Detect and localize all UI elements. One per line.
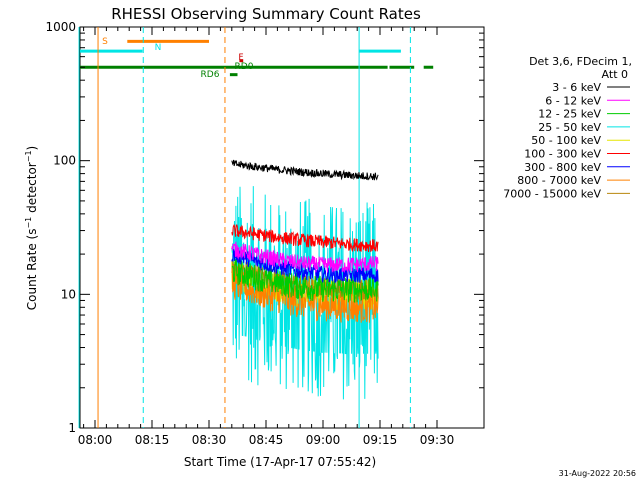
y-tick-label-10: 10 [61,287,76,301]
y-axis-label: Count Rate (s−1 detector−1) [24,146,39,310]
legend-label: 100 - 300 keV [524,148,601,161]
series-line-100-300kev [231,223,379,253]
x-tick-label-0830: 08:30 [192,433,227,447]
legend-header-line1: Det 3,6, FDecim 1, [529,55,632,68]
legend-label: 7000 - 15000 keV [503,187,601,200]
flag-label-rd6: RD6 [201,70,220,80]
chart-title: RHESSI Observing Summary Count Rates [111,5,421,23]
legend-item-6: 300 - 800 keV [524,161,630,174]
flag-label-f: F [238,53,243,63]
flag-label-s: S [102,37,108,47]
series-line-6-12kev [231,241,379,273]
series-line-3-6kev [231,159,379,181]
x-tick-label-0915: 09:15 [363,433,398,447]
series-line-12-25kev [231,259,379,304]
x-tick-label-0800: 08:00 [78,433,113,447]
legend-label: 300 - 800 keV [524,161,601,174]
x-tick-label-0930: 09:30 [420,433,455,447]
footer-date: 31-Aug-2022 20:56 [559,469,636,478]
legend-label: 25 - 50 keV [538,121,601,134]
x-tick-label-0845: 08:45 [249,433,284,447]
legend-item-1: 6 - 12 keV [545,94,630,107]
plot-frame [79,26,485,429]
legend-label: 12 - 25 keV [538,108,601,121]
legend-label: 800 - 7000 keV [517,174,601,187]
legend-label: 50 - 100 keV [531,134,601,147]
legend-item-4: 50 - 100 keV [531,134,630,147]
series-line-300-800kev [231,247,379,285]
legend-item-2: 12 - 25 keV [538,108,630,121]
legend-item-5: 100 - 300 keV [524,148,630,161]
y-tick-label-1: 1 [68,421,76,435]
flag-label-n: N [155,43,162,53]
legend-label: 6 - 12 keV [545,94,601,107]
y-tick-label-100: 100 [53,154,76,168]
flag-label-rd0: RD0 [235,62,254,72]
legend-label: 3 - 6 keV [552,81,601,94]
plot-area [79,26,485,429]
axes: 08:00 08:15 08:30 08:45 09:00 09:15 09:30 1 10 10… [45,20,484,447]
legend-item-0: 3 - 6 keV [552,81,630,94]
legend-item-7: 800 - 7000 keV [517,174,630,187]
legend-item-8: 7000 - 15000 keV [503,187,630,200]
legend-item-3: 25 - 50 keV [538,121,630,134]
x-tick-label-0900: 09:00 [306,433,341,447]
x-tick-label-0815: 08:15 [135,433,170,447]
vertical-markers [78,27,411,428]
data-series [231,159,379,400]
legend-header-line2: Att 0 [602,68,628,81]
y-tick-label-1000: 1000 [45,20,76,34]
x-axis-label: Start Time (17-Apr-17 07:55:42) [184,455,376,469]
